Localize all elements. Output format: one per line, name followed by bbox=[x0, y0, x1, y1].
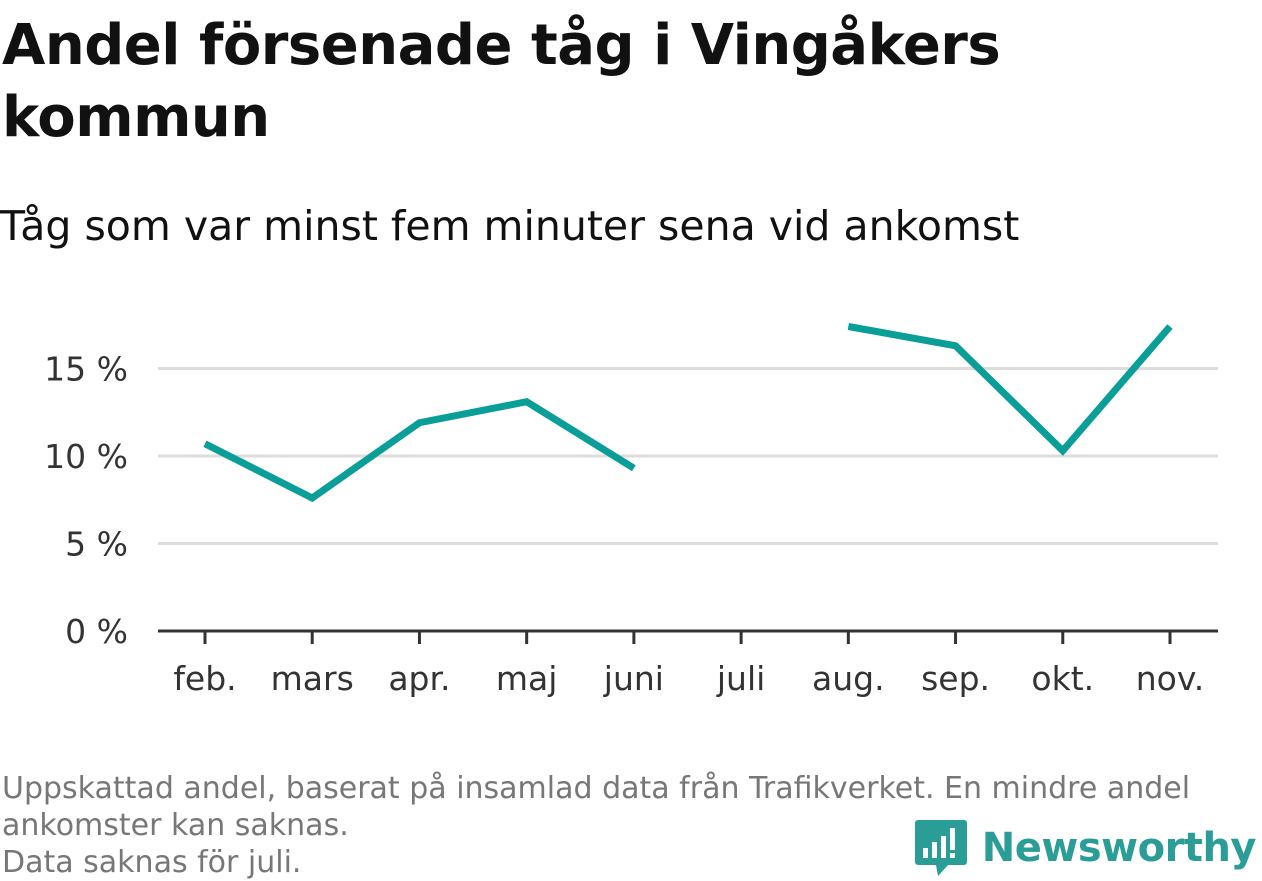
series-line-segment bbox=[205, 402, 634, 498]
gridlines bbox=[158, 369, 1218, 544]
y-tick-label: 0 % bbox=[65, 612, 128, 651]
series-line-segment bbox=[848, 327, 1170, 451]
x-tick-label: aug. bbox=[812, 659, 885, 698]
newsworthy-logo-icon bbox=[914, 818, 968, 878]
y-tick-label: 10 % bbox=[44, 437, 128, 476]
x-tick-label: maj bbox=[496, 659, 558, 698]
x-tick-label: apr. bbox=[388, 659, 450, 698]
y-tick-label: 15 % bbox=[44, 350, 128, 389]
x-tick-label: mars bbox=[271, 659, 354, 698]
x-axis-tick-labels: feb. mars apr. maj juni juli aug. sep. okt. nov. bbox=[173, 659, 1204, 698]
x-axis bbox=[158, 631, 1218, 644]
y-axis-tick-labels: 0 % 5 % 10 % 15 % bbox=[44, 350, 128, 652]
x-tick-label: feb. bbox=[173, 659, 236, 698]
y-tick-label: 5 % bbox=[65, 525, 128, 564]
data-series bbox=[205, 326, 1170, 498]
x-tick-label: okt. bbox=[1031, 659, 1094, 698]
x-tick-label: nov. bbox=[1136, 659, 1205, 698]
brand-name: Newsworthy bbox=[982, 825, 1256, 871]
brand-logo: Newsworthy bbox=[914, 818, 1256, 878]
x-tick-label: sep. bbox=[921, 659, 990, 698]
x-tick-label: juni bbox=[603, 659, 664, 698]
x-tick-label: juli bbox=[716, 659, 765, 698]
